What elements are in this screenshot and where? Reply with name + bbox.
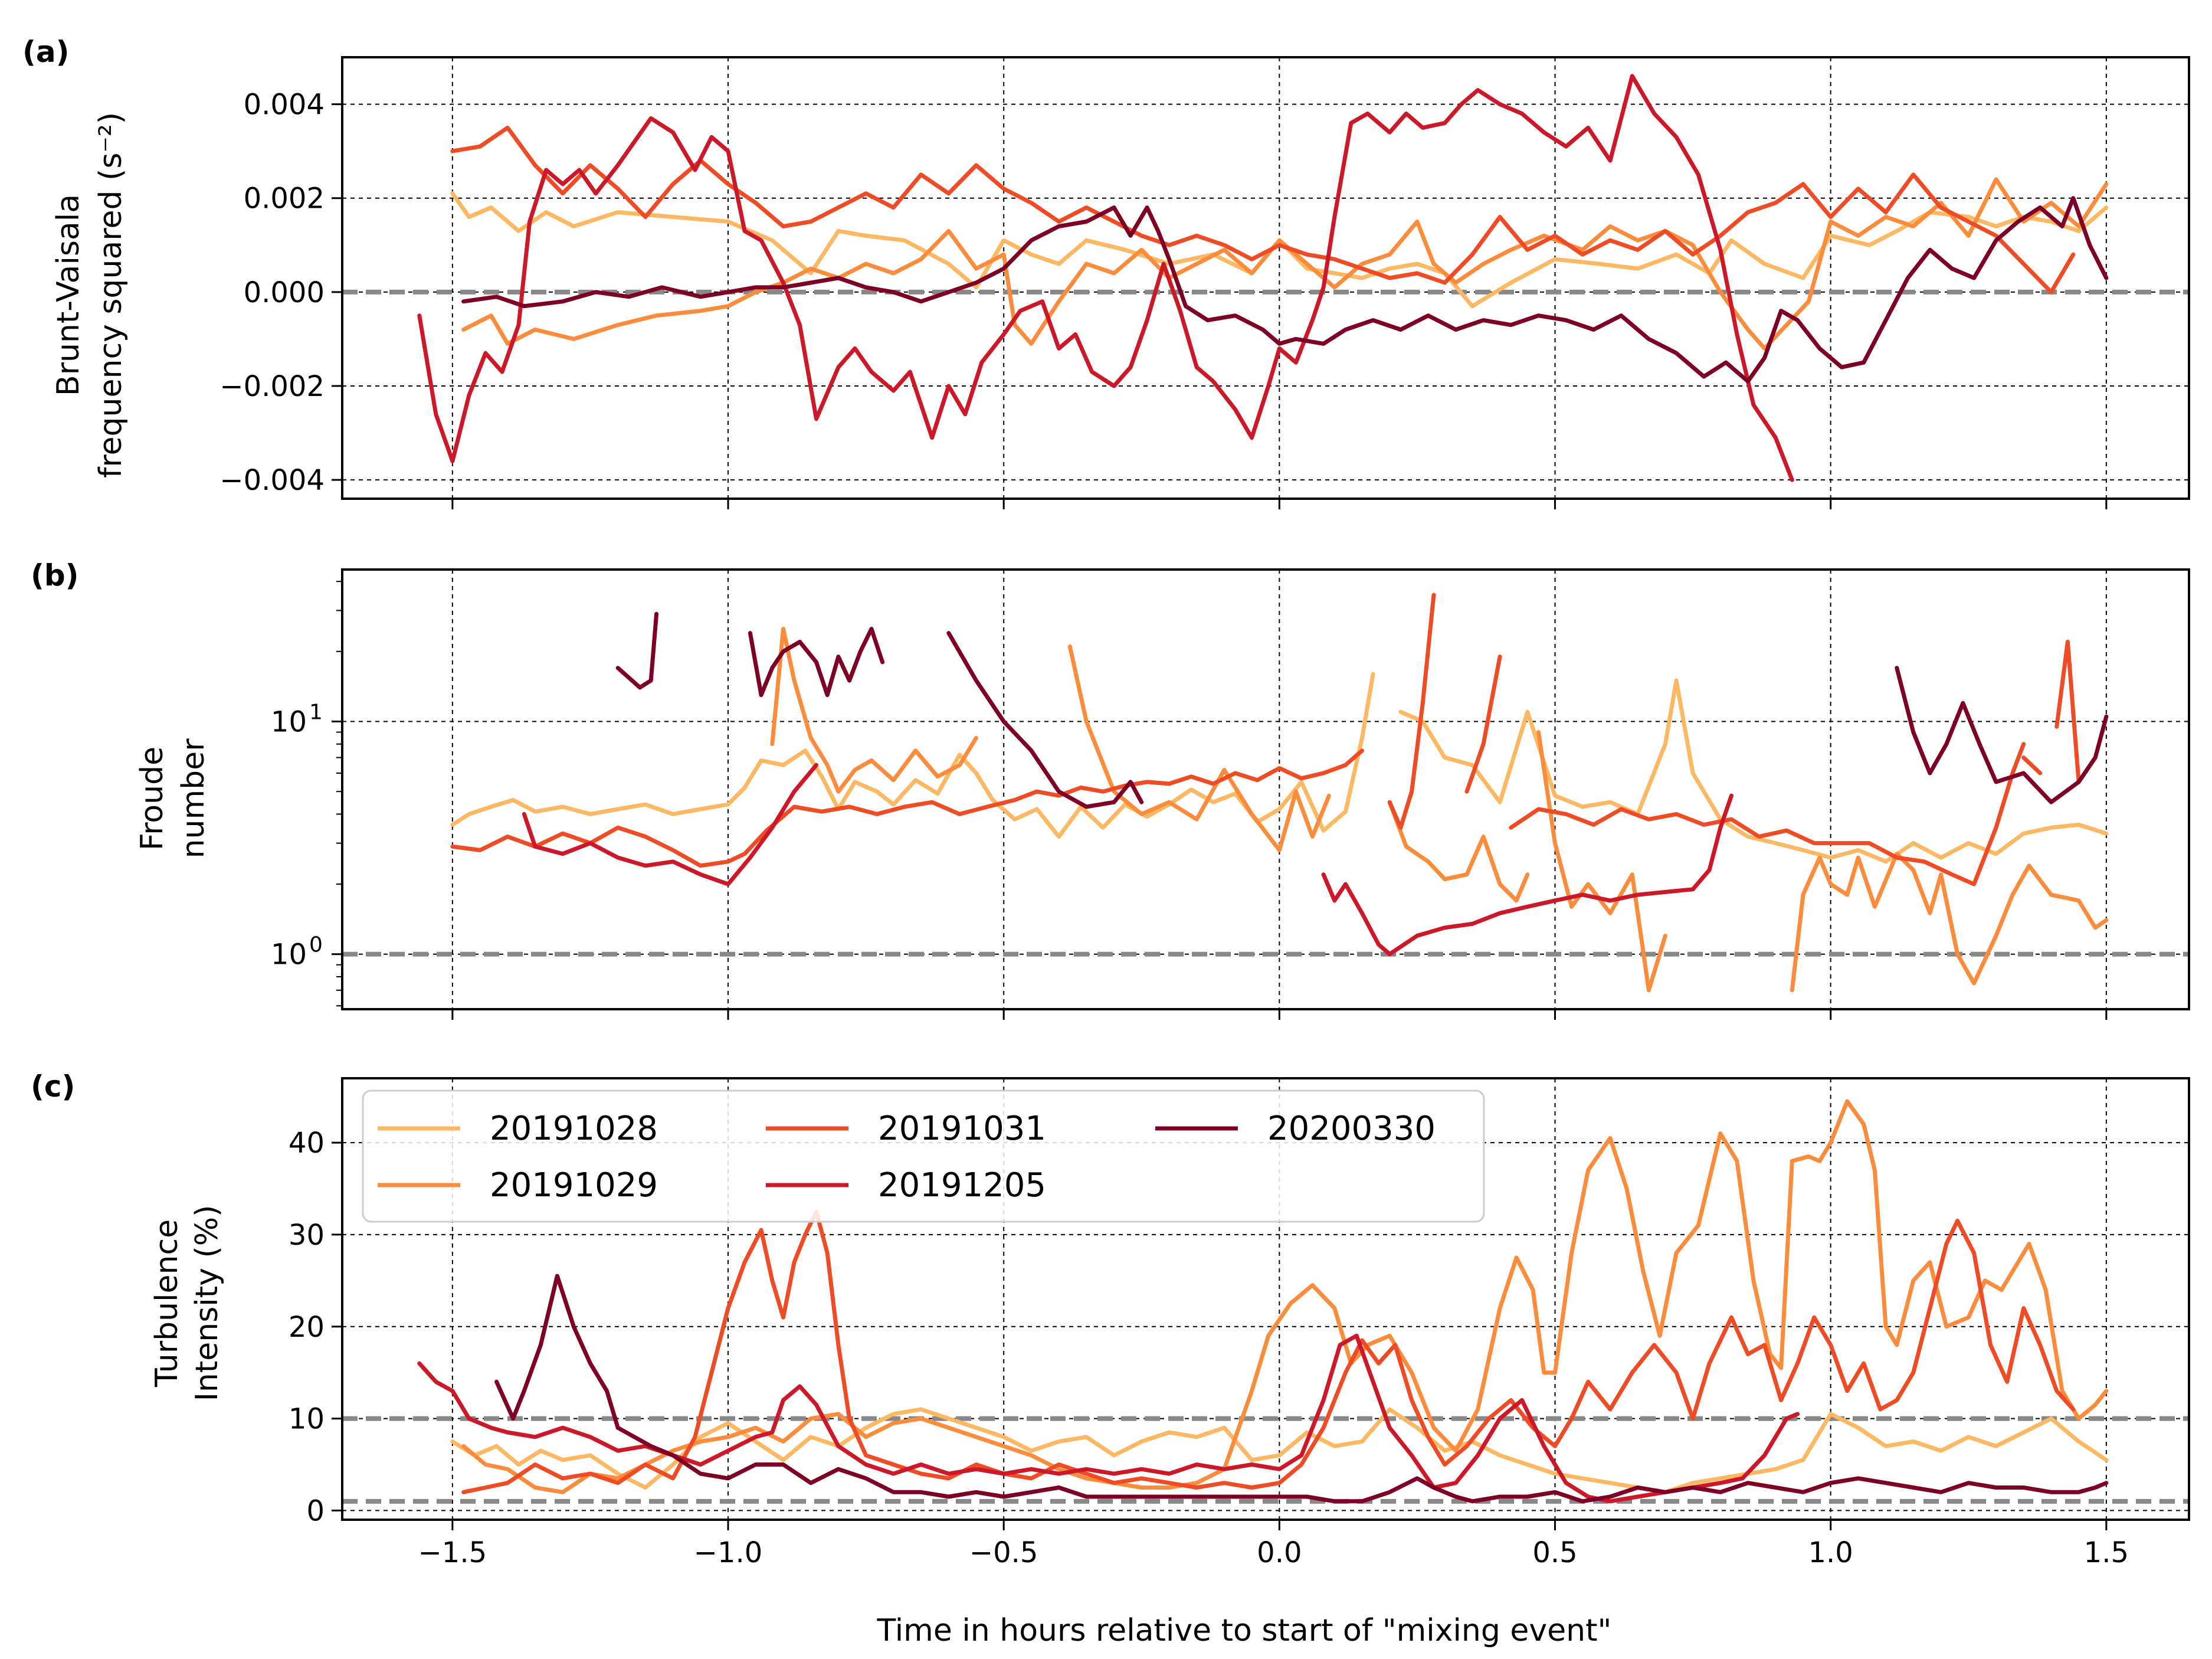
panel-b-series-20191031-seg-3 <box>1509 742 2026 886</box>
panel-b-series-20191028-seg-0 <box>450 672 1375 839</box>
legend-entry-20191028: 20191028 <box>378 1110 658 1148</box>
panel-c-frame <box>341 1077 2190 1521</box>
panel-b-ylabel-line1: Froude <box>135 747 170 850</box>
panel-c-ylabel-line1: Turbulence <box>149 1219 185 1388</box>
xtick-label-3: 0.0 <box>1257 1536 1302 1569</box>
panel-c-ytick-label-1: 10 <box>289 1403 325 1436</box>
panel-c-series-20200330 <box>494 1274 2109 1504</box>
xtick-label-0: −1.5 <box>418 1536 487 1569</box>
panel-c-turbulence: (c) Turbulence Intensity (%) 0 10 20 30 40 −… <box>31 1069 2190 1569</box>
panel-a-ytick-label-3: 0.002 <box>244 182 325 215</box>
panel-c-series-20191029 <box>461 1099 2109 1494</box>
panel-a-ylabel-line1: Brunt-Vaisala <box>51 194 86 396</box>
panel-b-series-20200330-seg-3 <box>1895 666 2109 804</box>
panel-b-series-20191205-seg-1 <box>1321 793 1733 957</box>
legend: 20191028 20191029 20191031 20191205 2020… <box>362 1089 1485 1223</box>
panel-a-series-20191205 <box>417 74 1794 482</box>
panel-a-brunt-vaisala: (a) Brunt-Vaisala frequency squared (s⁻²… <box>22 35 2190 509</box>
panel-b-series-20191029-seg-4 <box>1790 852 2109 993</box>
xtick-label-2: −0.5 <box>969 1536 1038 1569</box>
panel-b-tag: (b) <box>31 558 79 593</box>
legend-entry-20191029: 20191029 <box>378 1166 658 1205</box>
panel-c-ytick-label-4: 40 <box>289 1127 325 1160</box>
legend-entry-20191031: 20191031 <box>766 1110 1046 1148</box>
panel-a-tag: (a) <box>22 35 69 69</box>
panel-a-ytick-label-1: −0.002 <box>219 370 325 403</box>
panel-b-series-20191029-seg-2 <box>1387 800 1530 903</box>
panel-a-ytick-label-2: 0.000 <box>244 276 325 309</box>
panel-a-ytick-label-0: −0.004 <box>219 464 325 497</box>
panel-a-ytick-label-4: 0.004 <box>244 89 325 122</box>
panel-b-ytick-label-1: 10 <box>271 706 307 739</box>
panel-b-series-20191031-seg-5 <box>2054 640 2081 784</box>
panel-b-series-20191205-seg-0 <box>522 763 818 886</box>
panel-c-ytick-label-3: 30 <box>289 1219 325 1252</box>
legend-box <box>362 1089 1485 1223</box>
panel-b-series-20191031-seg-2 <box>1464 655 1502 794</box>
panel-a-series-20200330 <box>461 196 2109 384</box>
panel-b-series-20200330-seg-1 <box>748 627 885 698</box>
panel-b-ytick-exponent-0: 0 <box>309 933 323 957</box>
panel-b-series-20200330-seg-2 <box>946 631 1144 809</box>
panel-c-tag: (c) <box>31 1069 75 1104</box>
legend-entry-20200330: 20200330 <box>1155 1110 1436 1148</box>
panel-b-series-20200330-seg-0 <box>615 611 659 690</box>
panel-b-series-20191028-seg-1 <box>1398 678 2109 864</box>
panel-a-frame <box>341 56 2190 500</box>
xtick-label-6: 1.5 <box>2084 1536 2129 1569</box>
panel-b-series-20191031-seg-0 <box>450 748 1364 868</box>
panel-b-ytick-exponent-1: 1 <box>309 701 323 725</box>
xtick-label-5: 1.0 <box>1808 1536 1853 1569</box>
legend-label-20200330: 20200330 <box>1267 1110 1436 1148</box>
panel-a-ylabel-line2: frequency squared (s⁻²) <box>93 112 129 478</box>
xtick-label-1: −1.0 <box>694 1536 763 1569</box>
panel-c-ylabel-line2: Intensity (%) <box>189 1205 225 1402</box>
panel-b-frame <box>341 568 2190 1010</box>
panel-b-series-20191029-seg-0 <box>770 627 978 794</box>
panel-c-series-20191028 <box>450 1407 2109 1494</box>
panel-a-series-20191031 <box>450 125 2076 295</box>
legend-label-20191029: 20191029 <box>490 1166 658 1205</box>
panel-b-ytick-label-0: 10 <box>271 938 307 971</box>
panel-b-series-20191031-seg-1 <box>1387 593 1436 830</box>
panel-c-ytick-label-2: 20 <box>289 1311 325 1344</box>
legend-label-20191031: 20191031 <box>878 1110 1046 1148</box>
panel-c-series-20191031 <box>461 1209 2076 1494</box>
xtick-label-4: 0.5 <box>1532 1536 1577 1569</box>
panel-b-ylabel-line2: number <box>176 738 211 859</box>
legend-label-20191028: 20191028 <box>490 1110 658 1148</box>
panel-c-ytick-label-0: 0 <box>306 1494 325 1527</box>
x-axis-label: Time in hours relative to start of "mixi… <box>877 1613 1612 1648</box>
panel-b-series-20191031-seg-4 <box>2021 755 2043 775</box>
panel-c-series-20191205 <box>417 1333 1800 1504</box>
legend-label-20191205: 20191205 <box>878 1166 1046 1205</box>
legend-entry-20191205: 20191205 <box>766 1166 1046 1205</box>
panel-b-series-20191029-seg-1 <box>1067 644 1331 852</box>
